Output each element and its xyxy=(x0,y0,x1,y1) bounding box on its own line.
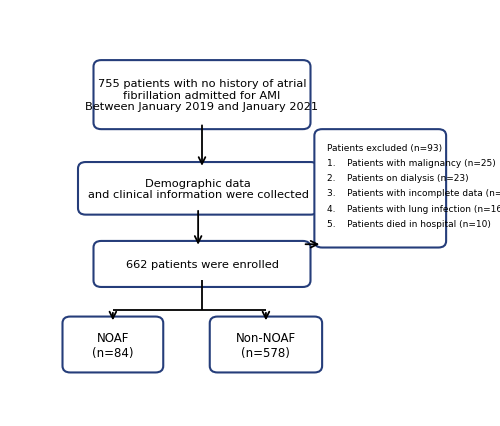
FancyBboxPatch shape xyxy=(94,61,310,130)
Text: 1.    Patients with malignancy (n=25): 1. Patients with malignancy (n=25) xyxy=(327,158,496,167)
Text: 4.    Patients with lung infection (n=16): 4. Patients with lung infection (n=16) xyxy=(327,204,500,213)
Text: 5.    Patients died in hospital (n=10): 5. Patients died in hospital (n=10) xyxy=(327,220,490,229)
Text: 3.    Patients with incomplete data (n=19): 3. Patients with incomplete data (n=19) xyxy=(327,189,500,198)
Text: 2.    Patients on dialysis (n=23): 2. Patients on dialysis (n=23) xyxy=(327,173,468,183)
FancyBboxPatch shape xyxy=(210,317,322,373)
Text: 755 patients with no history of atrial
fibrillation admitted for AMI
Between Jan: 755 patients with no history of atrial f… xyxy=(86,79,318,112)
FancyBboxPatch shape xyxy=(314,130,446,248)
Text: Demographic data
and clinical information were collected: Demographic data and clinical informatio… xyxy=(88,178,308,200)
FancyBboxPatch shape xyxy=(94,242,310,287)
Text: 662 patients were enrolled: 662 patients were enrolled xyxy=(126,259,278,269)
FancyBboxPatch shape xyxy=(78,163,318,215)
Text: Non-NOAF
(n=578): Non-NOAF (n=578) xyxy=(236,331,296,359)
FancyBboxPatch shape xyxy=(62,317,163,373)
Text: Patients excluded (n=93): Patients excluded (n=93) xyxy=(327,144,442,153)
Text: NOAF
(n=84): NOAF (n=84) xyxy=(92,331,134,359)
